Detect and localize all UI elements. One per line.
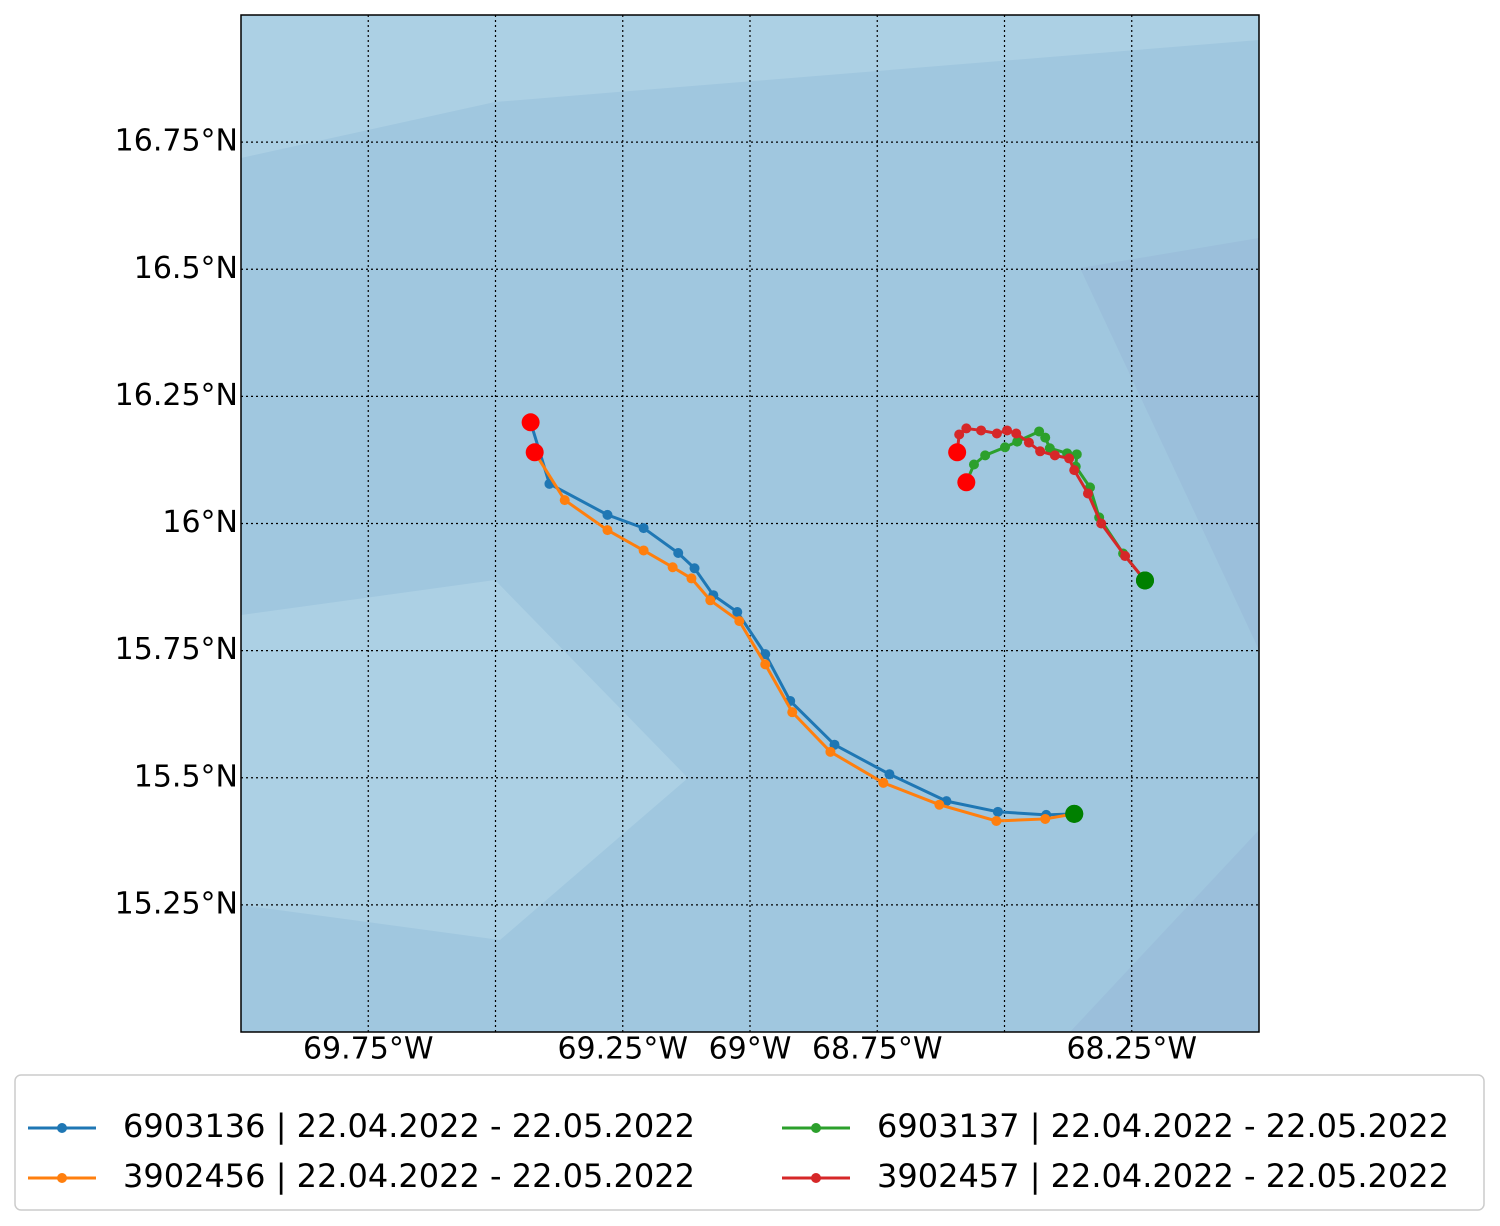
legend-label: 6903137 | 22.04.2022 - 22.05.2022	[877, 1107, 1449, 1145]
track-point	[638, 523, 649, 534]
start-marker	[521, 413, 540, 432]
track-point	[991, 815, 1002, 826]
track-point	[1049, 450, 1060, 461]
track-point	[1040, 432, 1051, 443]
track-point	[825, 746, 836, 757]
track-point	[760, 649, 771, 660]
x-tick-label: 69°W	[709, 1032, 792, 1067]
y-tick-label: 15.5°N	[134, 759, 238, 794]
legend-marker	[57, 1123, 67, 1133]
tracks	[521, 413, 1154, 826]
track-point	[968, 459, 979, 470]
start-marker	[525, 443, 544, 462]
track-point	[1082, 488, 1093, 499]
track-point	[1002, 425, 1013, 436]
legend-label: 6903136 | 22.04.2022 - 22.05.2022	[123, 1107, 695, 1145]
legend: 6903136 | 22.04.2022 - 22.05.2022 3902456…	[28, 1107, 1449, 1195]
track-point	[878, 777, 889, 788]
track-point	[1096, 518, 1107, 529]
legend-marker	[811, 1123, 821, 1133]
y-tick-label: 16.75°N	[115, 124, 238, 159]
track-point	[1023, 437, 1034, 448]
end-marker	[1065, 804, 1084, 823]
track-point	[976, 425, 987, 436]
start-marker	[948, 443, 967, 462]
x-tick-label: 69.75°W	[303, 1032, 434, 1067]
track-point	[1071, 449, 1082, 460]
track-point	[1064, 453, 1075, 464]
track-point	[954, 429, 965, 440]
end-marker	[1135, 571, 1154, 590]
track-point	[1040, 813, 1051, 824]
x-tick-label: 68.75°W	[812, 1032, 943, 1067]
track-point	[734, 616, 745, 627]
track-point	[884, 769, 895, 780]
legend-marker	[57, 1173, 67, 1183]
track-point	[689, 563, 700, 574]
track-point	[1069, 465, 1080, 476]
legend-marker	[811, 1173, 821, 1183]
track-point	[1035, 446, 1046, 457]
track-line	[955, 426, 1147, 582]
track-point	[1120, 551, 1131, 562]
legend-label: 3902456 | 22.04.2022 - 22.05.2022	[123, 1157, 695, 1195]
track-point	[559, 495, 570, 506]
legend-box	[14, 1074, 1485, 1211]
y-tick-label: 16°N	[162, 505, 238, 540]
track-point	[1011, 428, 1022, 439]
track-line	[529, 421, 1075, 817]
track-point	[1012, 436, 1023, 447]
y-tick-label: 16.25°N	[115, 378, 238, 413]
track-point	[961, 423, 972, 434]
track-point	[667, 562, 678, 573]
start-marker	[957, 473, 976, 492]
y-tick-label: 16.5°N	[134, 251, 238, 286]
track-point	[787, 707, 798, 718]
plot-frame	[240, 14, 1260, 1033]
legend-label: 3902457 | 22.04.2022 - 22.05.2022	[877, 1157, 1449, 1195]
track-point	[992, 806, 1003, 817]
track-point	[732, 606, 743, 617]
track-point	[602, 525, 613, 536]
ocean-background	[241, 15, 1259, 1032]
track-point	[673, 547, 684, 558]
track-point	[980, 450, 991, 461]
track-line	[533, 451, 1075, 823]
track-point	[1000, 442, 1011, 453]
track-point	[760, 659, 771, 670]
track-point	[638, 545, 649, 556]
x-tick-label: 69.25°W	[557, 1032, 688, 1067]
track-point	[602, 509, 613, 520]
track-point	[991, 428, 1002, 439]
y-tick-label: 15.25°N	[115, 886, 238, 921]
track-point	[1034, 426, 1045, 437]
y-tick-label: 15.75°N	[115, 632, 238, 667]
track-point	[686, 573, 697, 584]
track-point	[934, 799, 945, 810]
track-point	[705, 595, 716, 606]
track-point	[1044, 443, 1055, 454]
x-tick-label: 68.25°W	[1066, 1032, 1197, 1067]
